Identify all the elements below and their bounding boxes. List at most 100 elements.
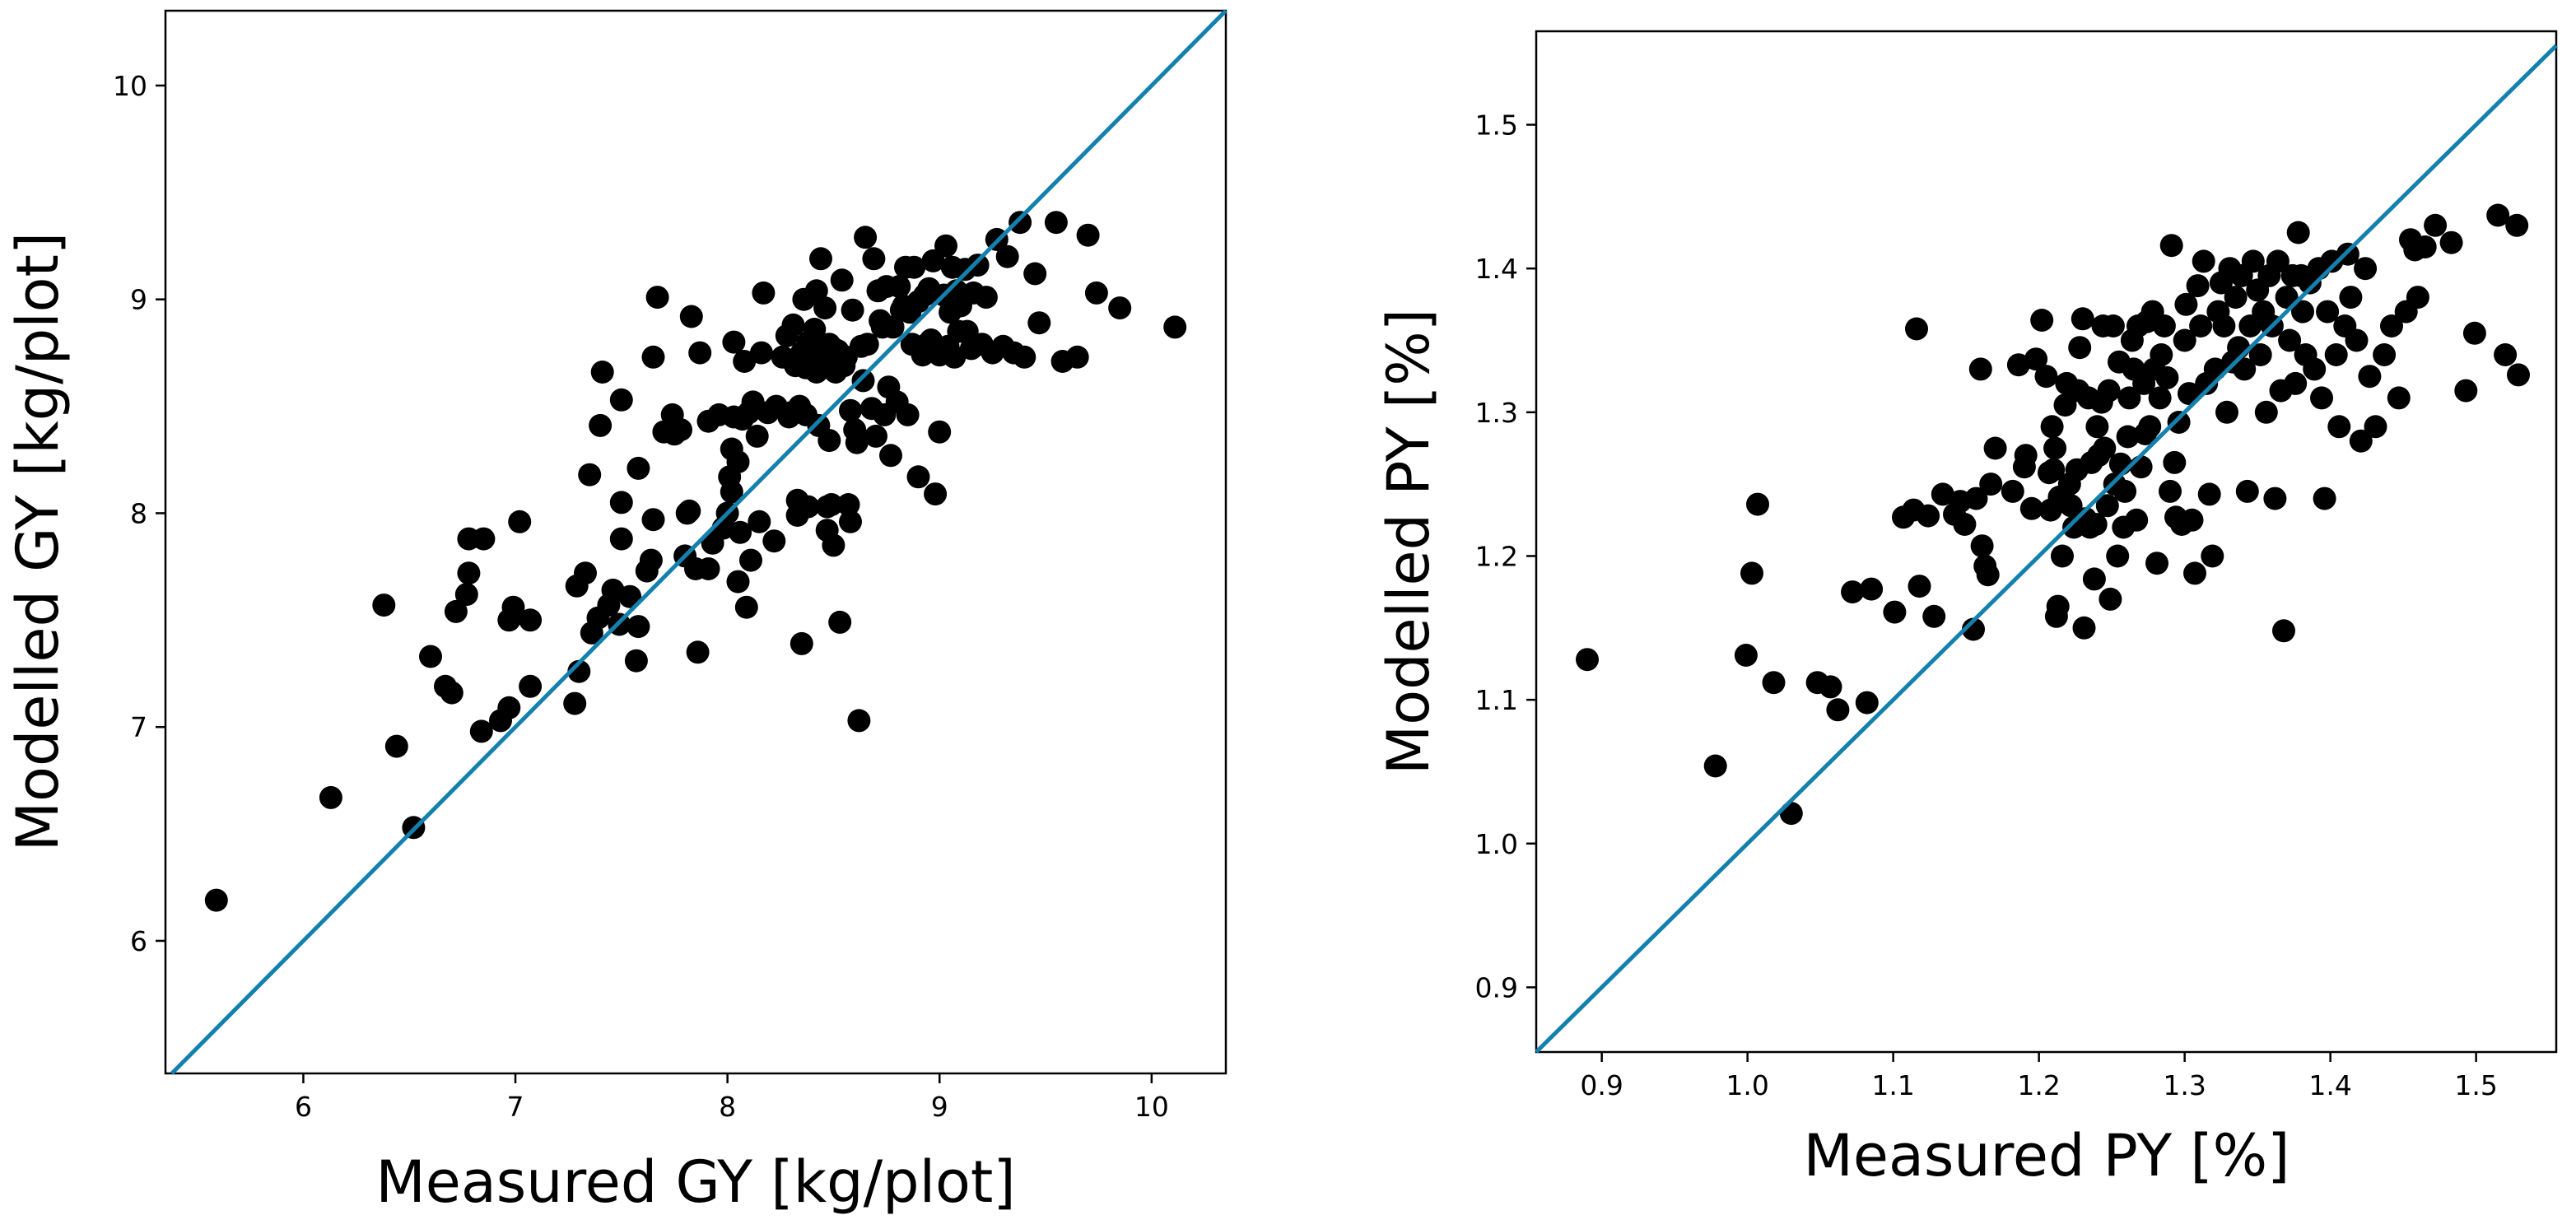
gy-point-77 [748,510,771,533]
py-point-149 [2310,386,2333,410]
py-point-0 [1576,648,1599,672]
py-point-6 [1762,671,1786,695]
py-point-23 [1953,513,1977,536]
gy-point-44 [645,286,669,310]
gy-point-9 [454,583,478,607]
py-y-axis-label: Modelled PY [%] [1375,309,1442,775]
py-point-104 [2173,328,2196,352]
gy-point-103 [804,279,828,303]
py-point-29 [1976,563,2000,587]
gy-axis-ticks: 6 7 8 9 10 6 7 8 9 10 [113,70,1169,1123]
py-point-13 [1883,600,1907,624]
py-point-164 [2380,314,2403,338]
py-point-163 [2373,343,2397,366]
py-point-100 [2163,450,2187,474]
py-point-178 [2403,238,2427,262]
gy-point-179 [974,286,998,310]
gy-point-130 [851,369,875,393]
py-point-96 [2152,314,2176,338]
py-point-17 [1908,575,1931,598]
gy-point-15 [497,696,521,719]
gy-point-10 [457,561,481,585]
gy-x-tick-label-0: 6 [295,1091,312,1123]
gy-point-194 [1108,296,1132,320]
gy-point-152 [902,255,926,279]
gy-identity-line [170,9,1227,1075]
py-point-27 [1970,534,1994,558]
py-point-108 [2183,561,2206,585]
gy-point-22 [567,659,591,683]
py-x-tick-label-1: 1.0 [1726,1069,1768,1101]
py-point-153 [2324,343,2348,366]
py-y-tick-label-1: 1.0 [1475,828,1518,860]
gy-point-81 [762,529,786,553]
py-point-140 [2278,328,2302,352]
gy-y-tick-label-0: 6 [130,925,147,957]
gy-plot-frame [164,9,1227,1075]
gy-point-177 [966,254,990,277]
gy-point-54 [686,640,710,664]
py-point-138 [2272,619,2295,643]
gy-point-183 [995,244,1019,268]
gy-point-187 [1023,262,1047,286]
py-point-32 [2001,479,2024,503]
gy-point-19 [519,674,543,698]
gy-point-24 [574,561,597,585]
py-point-57 [2071,307,2094,331]
py-point-33 [2006,353,2030,377]
py-point-75 [2106,544,2130,568]
gy-point-4 [372,594,396,617]
gy-point-69 [729,520,752,544]
gy-point-33 [609,388,633,412]
gy-point-25 [578,463,602,486]
gy-point-125 [841,298,864,322]
py-point-43 [2042,458,2066,482]
py-point-171 [2439,230,2463,254]
gy-point-52 [679,305,703,328]
py-point-58 [2072,616,2096,640]
gy-x-tick-label-2: 8 [719,1091,736,1123]
gy-point-169 [943,345,967,369]
py-point-151 [2316,300,2340,324]
gy-point-112 [818,429,841,453]
py-axis-ticks: 0.9 1.0 1.1 1.2 1.3 1.4 1.5 0.9 1.0 1.1 1.2 1.3 1.4 1… [1475,109,2498,1101]
py-point-18 [1917,504,1940,528]
py-point-119 [2215,400,2238,424]
py-point-113 [2197,482,2221,506]
gy-point-67 [726,450,750,474]
py-point-109 [2186,274,2210,298]
gy-point-2 [384,734,408,758]
gy-point-43 [641,345,665,369]
gy-point-105 [809,247,832,271]
py-point-126 [2235,479,2259,503]
py-point-80 [2116,425,2140,449]
py-point-42 [2040,415,2064,439]
py-point-48 [2051,544,2074,568]
gy-point-41 [639,548,663,572]
py-point-98 [2159,479,2182,503]
gy-data-points [204,211,1187,912]
gy-x-tick-label-3: 9 [931,1091,948,1123]
py-point-44 [2043,436,2067,460]
gy-point-154 [906,465,930,489]
py-point-125 [2233,357,2257,381]
gy-point-18 [508,510,532,533]
gy-point-122 [836,493,860,516]
py-point-170 [2424,213,2448,237]
py-point-160 [2354,257,2378,281]
py-point-158 [2345,328,2369,352]
gy-point-192 [1076,223,1100,247]
py-point-144 [2291,300,2314,324]
py-point-1 [1703,754,1727,778]
py-point-165 [2387,386,2411,410]
py-point-175 [2494,343,2518,366]
py-y-tick-label-5: 1.4 [1475,253,1518,285]
gy-point-63 [720,480,743,504]
gy-point-12 [472,527,496,551]
gy-point-145 [887,275,911,299]
py-point-11 [1855,691,1879,715]
gy-point-71 [733,350,757,373]
gy-x-tick-label-1: 7 [507,1091,524,1123]
gy-point-7 [440,681,463,705]
gy-point-186 [1013,345,1036,369]
